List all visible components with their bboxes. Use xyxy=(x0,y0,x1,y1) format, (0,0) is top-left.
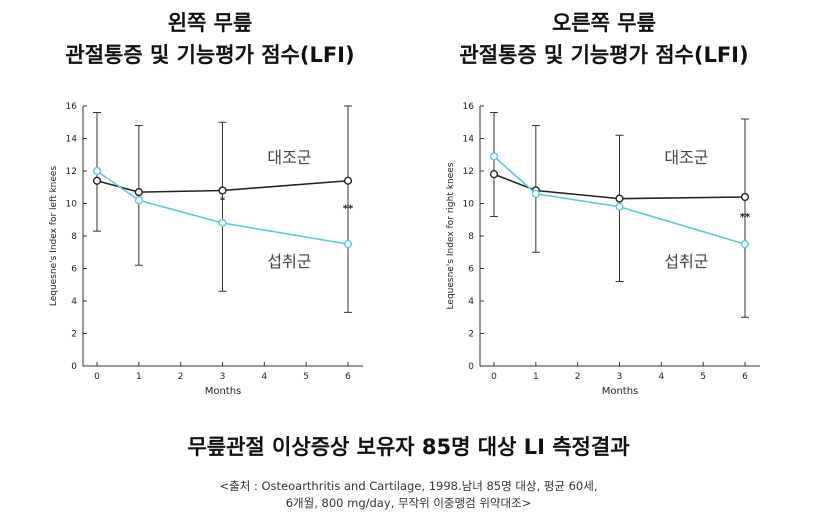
chart-2-x-tick-label: 5 xyxy=(700,372,706,382)
chart-2-x-tick-label: 2 xyxy=(575,372,581,382)
chart-2-x-tick-label: 1 xyxy=(533,372,539,382)
chart-1-significance-mark: ** xyxy=(343,204,354,215)
chart-2-series-2-point xyxy=(740,240,750,249)
chart-2-x-axis-label: Months xyxy=(602,386,639,397)
chart-1-series-1-point xyxy=(134,188,143,197)
chart-2-series-2-point xyxy=(531,189,540,198)
chart-1-x-tick-label: 4 xyxy=(261,372,267,382)
chart-2-series-2-point xyxy=(489,152,499,161)
chart-2-y-tick-label: 8 xyxy=(468,232,474,242)
left-chart-title: 왼쪽 무릎 관절통증 및 기능평가 점수(LFI) xyxy=(0,7,420,71)
chart-2-series-2-line xyxy=(493,155,746,245)
chart-1-x-tick-label: 5 xyxy=(303,372,309,382)
chart-1-x-tick-label: 3 xyxy=(220,372,226,382)
source-line-2: 6개월, 800 mg/day, 무작위 이중맹검 위약대조> xyxy=(285,496,532,510)
source-line-1: <출처 : Osteoarthritis and Cartilage, 1998… xyxy=(219,479,598,493)
chart-1-x-tick-label: 0 xyxy=(94,372,100,382)
chart-2-x-tick-label: 0 xyxy=(491,372,497,382)
chart-2-y-axis-label: Lequesne's Index for right knees xyxy=(446,162,456,309)
chart-2-significance-mark: ** xyxy=(740,212,751,223)
chart-2-y-tick-label: 10 xyxy=(463,200,475,210)
chart-1-y-tick-label: 10 xyxy=(66,200,78,210)
chart-1-series-2-point xyxy=(134,196,143,205)
chart-1-significance-mark: * xyxy=(220,196,226,207)
right-chart-title-line-2: 관절통증 및 기능평가 점수(LFI) xyxy=(459,43,749,67)
chart-2-series-1-point xyxy=(740,192,750,202)
chart-1-y-tick-label: 0 xyxy=(71,362,77,372)
chart-2-x-tick-label: 3 xyxy=(617,372,623,382)
chart-1-x-tick-label: 1 xyxy=(136,372,142,382)
left-chart-title-line-2: 관절통증 및 기능평가 점수(LFI) xyxy=(65,43,355,67)
chart-1-x-axis-label: Months xyxy=(205,386,242,397)
chart-1-series-2-line xyxy=(96,170,349,245)
chart-2-x-tick-label: 6 xyxy=(742,372,748,382)
chart-1-y-tick-label: 12 xyxy=(66,167,77,177)
chart-2-y-tick-label: 0 xyxy=(468,362,474,372)
right-chart-title-line-1: 오른쪽 무릎 xyxy=(552,11,656,35)
chart-2-series-1-point xyxy=(489,170,499,179)
left-chart-title-line-1: 왼쪽 무릎 xyxy=(167,11,253,35)
chart-2-x-tick-label: 4 xyxy=(658,372,664,382)
chart-1-x-tick-label: 6 xyxy=(345,372,351,382)
chart-2-y-tick-label: 12 xyxy=(463,167,474,177)
chart-2-y-tick-label: 2 xyxy=(468,330,474,340)
chart-2-series-label-treatment: 섭취군 xyxy=(664,252,708,271)
chart-1-series-2-point xyxy=(218,218,227,228)
chart-2-series-label-control: 대조군 xyxy=(664,148,708,167)
chart-2-y-tick-label: 16 xyxy=(463,102,475,112)
chart-1-series-1-point xyxy=(218,186,227,195)
chart-1-x-tick-label: 2 xyxy=(178,372,184,382)
right-chart-title: 오른쪽 무릎 관절통증 및 기능평가 점수(LFI) xyxy=(404,7,804,71)
chart-1-y-tick-label: 4 xyxy=(71,297,77,307)
chart-2-series-1-line xyxy=(493,173,746,200)
chart-1-series-2-point xyxy=(343,240,353,249)
chart-2-y-tick-label: 4 xyxy=(468,297,474,307)
chart-2-series-1-point xyxy=(615,194,624,203)
source-citation: <출처 : Osteoarthritis and Cartilage, 1998… xyxy=(0,478,817,512)
chart-1-y-tick-label: 8 xyxy=(71,232,77,242)
chart-1-y-tick-label: 16 xyxy=(66,102,78,112)
chart-1-series-1-point xyxy=(343,176,353,185)
chart-1-series-2-point xyxy=(92,166,102,176)
chart-2-series-2-point xyxy=(615,202,624,211)
chart-2-y-tick-label: 14 xyxy=(463,135,475,145)
chart-1-y-tick-label: 6 xyxy=(71,265,77,275)
chart-1-series-label-treatment: 섭취군 xyxy=(267,252,311,271)
chart-1-series-label-control: 대조군 xyxy=(267,148,311,167)
chart-2-y-tick-label: 6 xyxy=(468,265,474,275)
chart-1-y-axis-label: Lequesne's Index for left knees xyxy=(49,166,59,307)
chart-1-y-tick-label: 2 xyxy=(71,330,77,340)
chart-1-y-tick-label: 14 xyxy=(66,135,78,145)
overall-title: 무릎관절 이상증상 보유자 85명 대상 LI 측정결과 xyxy=(187,435,630,459)
chart-1-series-1-point xyxy=(92,176,102,185)
